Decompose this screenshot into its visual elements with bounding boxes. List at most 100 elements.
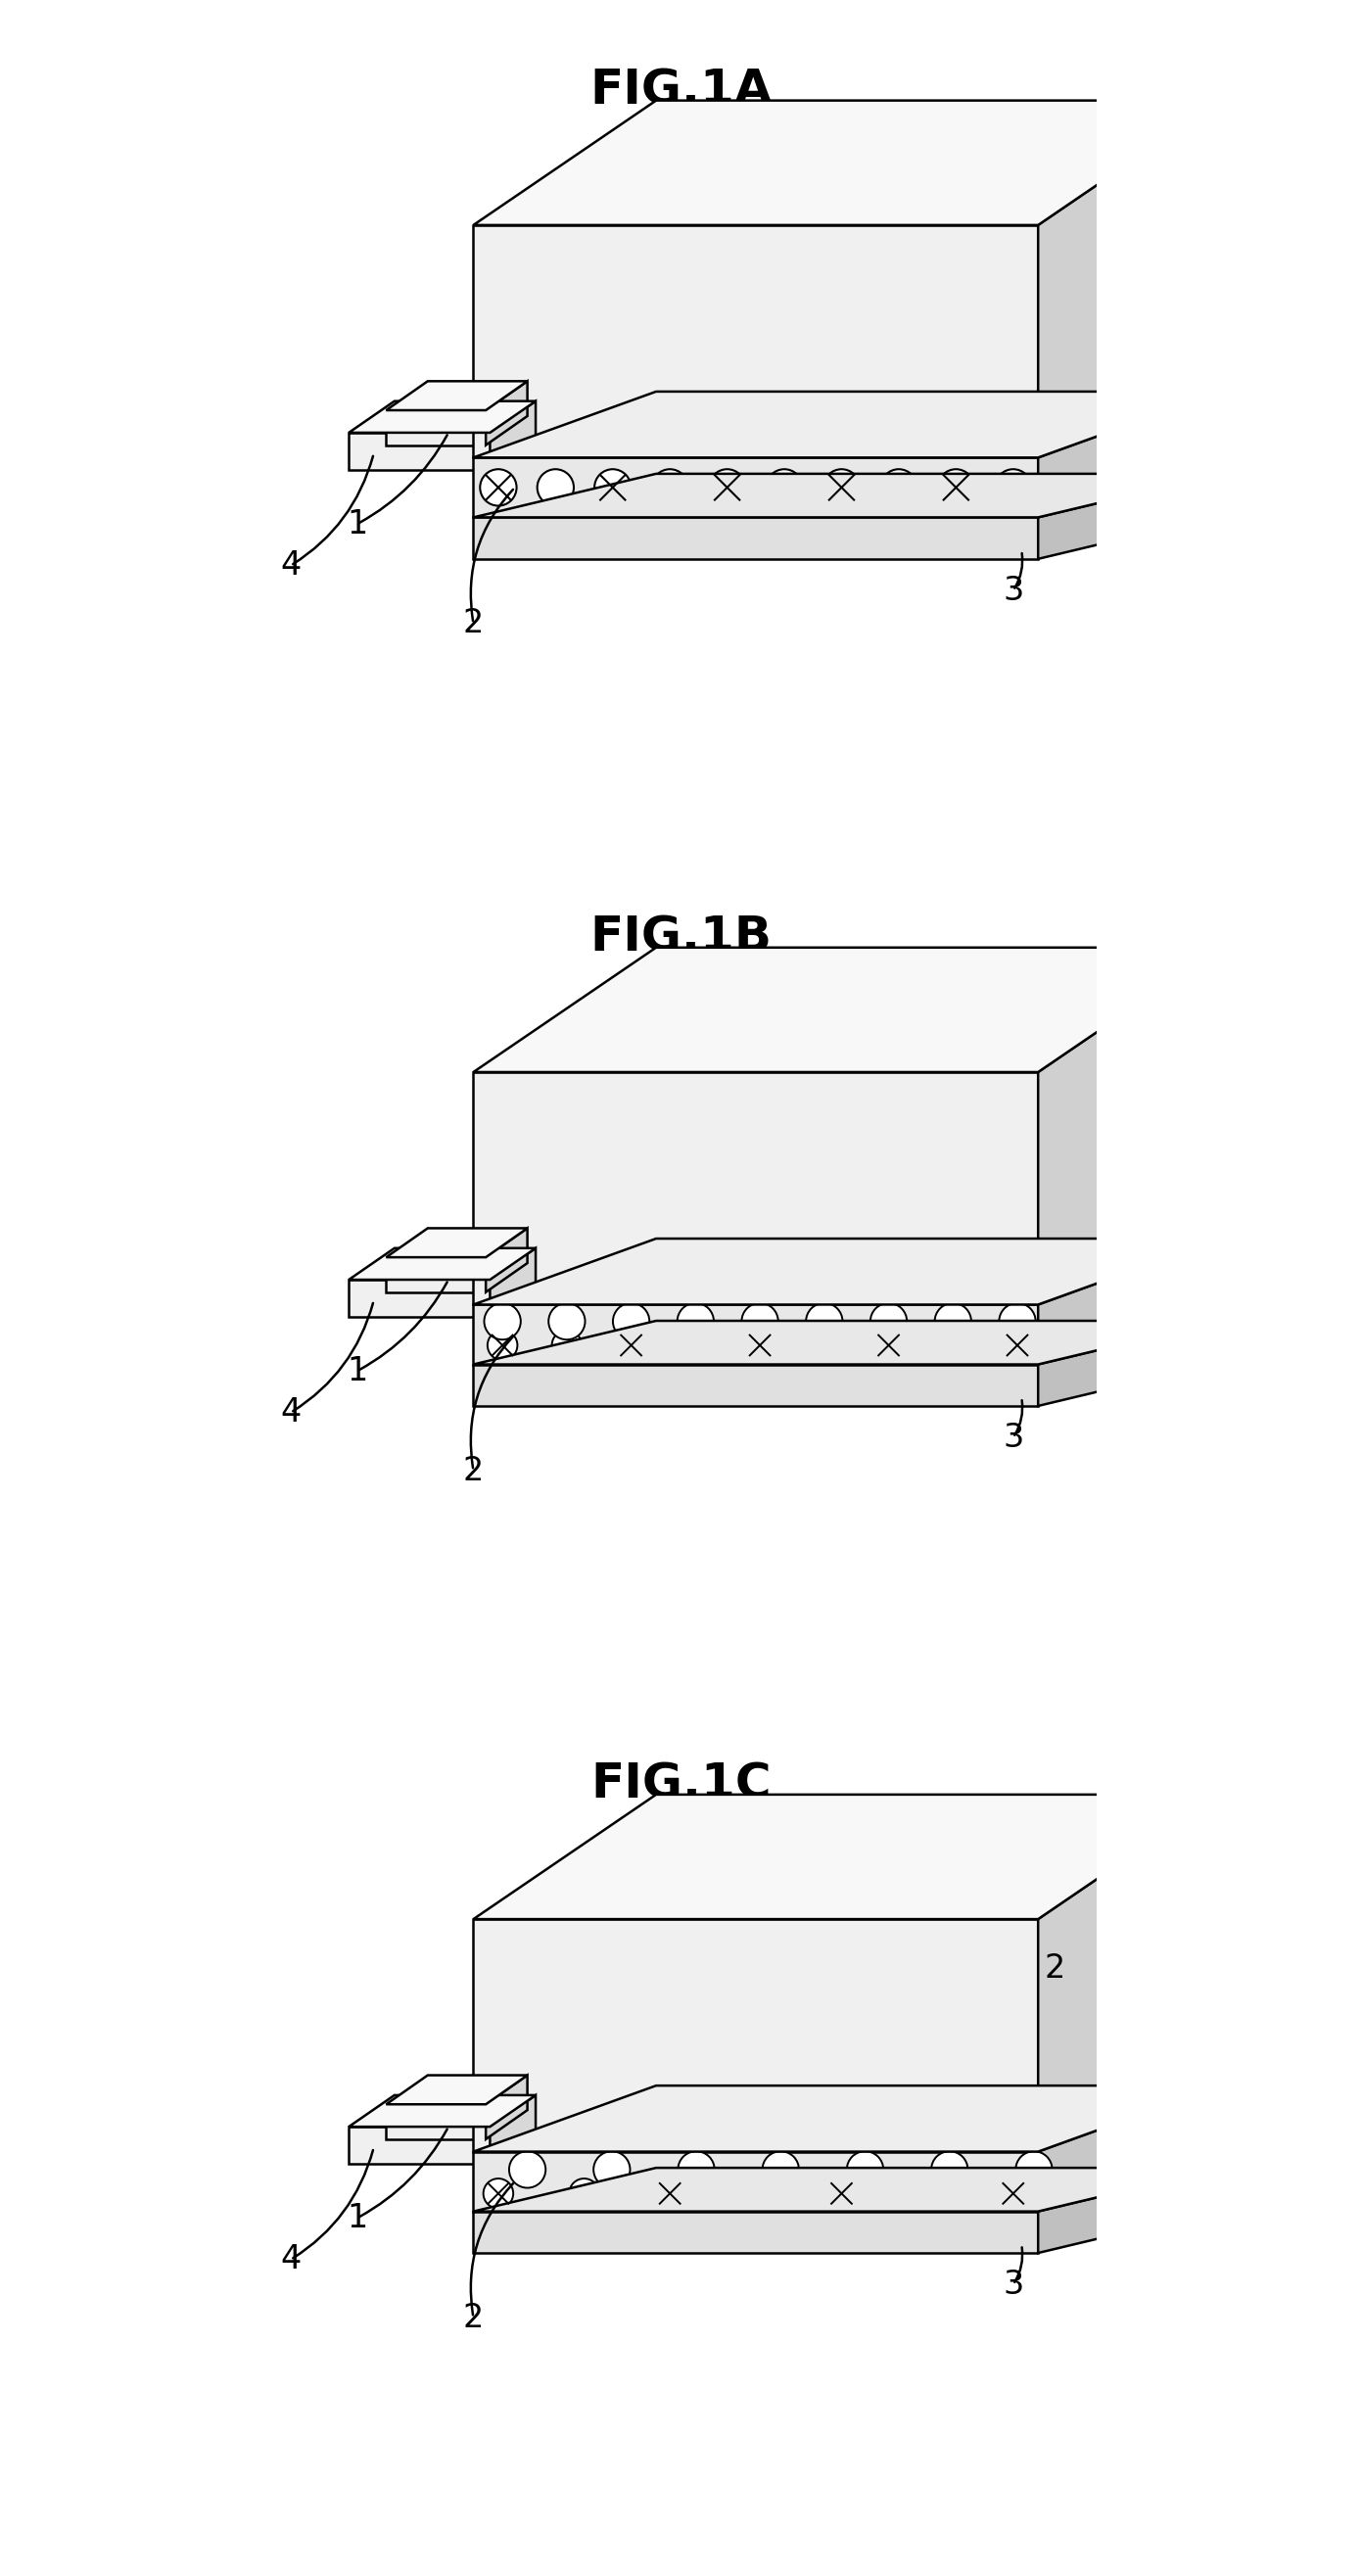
Circle shape: [827, 2179, 857, 2208]
Text: 1: 1: [347, 1355, 368, 1388]
Polygon shape: [474, 1919, 1038, 2151]
Polygon shape: [474, 459, 1038, 518]
Polygon shape: [486, 381, 527, 446]
Text: 4: 4: [281, 1396, 301, 1430]
Polygon shape: [1038, 1795, 1220, 2151]
Circle shape: [938, 1329, 968, 1360]
Polygon shape: [474, 224, 1038, 459]
Circle shape: [655, 2179, 685, 2208]
Circle shape: [594, 469, 631, 505]
Circle shape: [873, 1329, 903, 1360]
Polygon shape: [474, 1795, 1220, 1919]
Circle shape: [1016, 2151, 1053, 2187]
Polygon shape: [486, 1229, 527, 1293]
Polygon shape: [490, 1249, 535, 1316]
Circle shape: [1000, 1303, 1035, 1340]
Polygon shape: [387, 2105, 486, 2138]
Circle shape: [741, 2179, 771, 2208]
Circle shape: [745, 1329, 775, 1360]
Text: 4: 4: [281, 2244, 301, 2275]
Circle shape: [880, 469, 917, 505]
Circle shape: [616, 1329, 646, 1360]
Polygon shape: [474, 518, 1038, 559]
Circle shape: [678, 2151, 715, 2187]
Circle shape: [651, 469, 688, 505]
Polygon shape: [486, 2076, 527, 2138]
Text: 3: 3: [1002, 1422, 1024, 1453]
Polygon shape: [474, 2210, 1038, 2254]
Text: FIG.1C: FIG.1C: [591, 1762, 771, 1808]
Polygon shape: [474, 1303, 1038, 1365]
Polygon shape: [1038, 1321, 1220, 1406]
Polygon shape: [1038, 474, 1220, 559]
Polygon shape: [490, 2094, 535, 2164]
Polygon shape: [349, 1249, 535, 1280]
Text: 2: 2: [463, 608, 484, 639]
Circle shape: [994, 469, 1031, 505]
Polygon shape: [474, 1072, 1038, 1303]
Polygon shape: [474, 1321, 1220, 1365]
Polygon shape: [349, 2094, 535, 2128]
Text: 2: 2: [1045, 1953, 1065, 1986]
Circle shape: [549, 1303, 586, 1340]
Polygon shape: [474, 2169, 1220, 2210]
Text: 2: 2: [463, 1455, 484, 1486]
Circle shape: [934, 1303, 971, 1340]
Polygon shape: [1038, 2169, 1220, 2254]
Text: 4: 4: [281, 549, 301, 582]
Text: 3: 3: [1002, 2269, 1024, 2300]
Circle shape: [765, 469, 802, 505]
Polygon shape: [474, 2087, 1220, 2151]
Polygon shape: [387, 410, 486, 446]
Polygon shape: [1038, 100, 1220, 459]
Circle shape: [823, 469, 859, 505]
Polygon shape: [349, 1280, 490, 1316]
Circle shape: [681, 1329, 711, 1360]
Circle shape: [806, 1303, 843, 1340]
Polygon shape: [474, 474, 1220, 518]
Text: FIG.1B: FIG.1B: [590, 914, 772, 961]
Polygon shape: [387, 2076, 527, 2105]
Circle shape: [509, 2151, 546, 2187]
Circle shape: [870, 1303, 907, 1340]
Text: 2: 2: [463, 2300, 484, 2334]
Polygon shape: [474, 100, 1220, 224]
Polygon shape: [387, 1229, 527, 1257]
Text: 1: 1: [347, 507, 368, 541]
Circle shape: [479, 469, 516, 505]
Circle shape: [1002, 1329, 1032, 1360]
Polygon shape: [474, 1239, 1220, 1303]
Text: FIG.1A: FIG.1A: [590, 67, 772, 113]
Circle shape: [552, 1329, 582, 1360]
Circle shape: [484, 2179, 513, 2208]
Circle shape: [932, 2151, 968, 2187]
Text: 1: 1: [347, 2202, 368, 2233]
Polygon shape: [474, 2151, 1038, 2210]
Polygon shape: [387, 381, 527, 410]
Circle shape: [613, 1303, 650, 1340]
Circle shape: [569, 2179, 599, 2208]
Polygon shape: [349, 2128, 490, 2164]
Circle shape: [708, 469, 745, 505]
Circle shape: [937, 469, 974, 505]
Polygon shape: [349, 433, 490, 469]
Polygon shape: [474, 948, 1220, 1072]
Circle shape: [847, 2151, 884, 2187]
Polygon shape: [1038, 392, 1220, 518]
Circle shape: [742, 1303, 778, 1340]
Polygon shape: [1038, 948, 1220, 1303]
Polygon shape: [474, 392, 1220, 459]
Polygon shape: [490, 402, 535, 469]
Polygon shape: [474, 1365, 1038, 1406]
Circle shape: [488, 1329, 518, 1360]
Circle shape: [537, 469, 573, 505]
Text: 3: 3: [1002, 574, 1024, 605]
Polygon shape: [1038, 2087, 1220, 2210]
Circle shape: [594, 2151, 631, 2187]
Polygon shape: [387, 1257, 486, 1293]
Circle shape: [677, 1303, 714, 1340]
Circle shape: [484, 1303, 520, 1340]
Circle shape: [998, 2179, 1028, 2208]
Circle shape: [913, 2179, 943, 2208]
Polygon shape: [1038, 1239, 1220, 1365]
